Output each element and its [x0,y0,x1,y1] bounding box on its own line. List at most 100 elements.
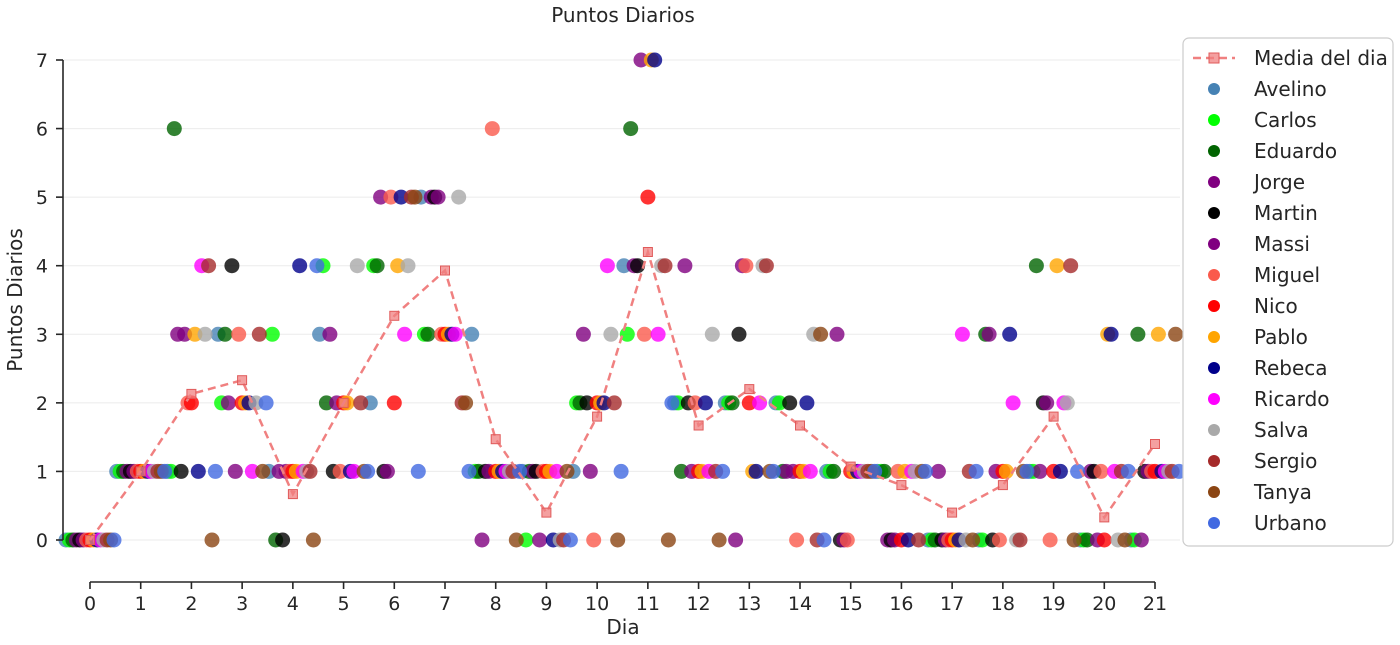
data-point [711,532,727,548]
x-tick-label: 5 [338,593,350,615]
legend-swatch [1208,424,1220,436]
mean-marker [237,375,248,386]
legend-label: Eduardo [1254,139,1337,163]
x-tick-label: 20 [1092,593,1116,615]
mean-marker [135,466,146,477]
data-point [647,52,663,68]
legend-swatch [1208,176,1220,188]
data-point [660,532,676,548]
legend-label: Avelino [1254,77,1327,101]
data-point [758,258,774,274]
y-tick-label: 4 [36,256,48,278]
y-tick-label: 3 [36,324,48,346]
data-point [464,326,480,342]
legend-swatch [1208,486,1220,498]
data-point [816,532,832,548]
legend-label: Rebeca [1254,356,1328,380]
data-point [373,189,389,205]
legend-swatch [1208,83,1220,95]
x-tick-label: 11 [636,593,660,615]
data-point [715,463,731,479]
data-point [599,258,615,274]
data-point [1012,532,1028,548]
legend-swatch [1208,238,1220,250]
data-point [633,52,649,68]
x-tick-label: 2 [185,593,197,615]
legend-label: Media del dia [1254,46,1388,70]
data-point [562,532,578,548]
data-point [630,258,646,274]
data-point [166,121,182,137]
data-point [603,326,619,342]
legend-label: Urbano [1254,511,1327,535]
data-point [309,258,325,274]
y-tick-label: 5 [36,187,48,209]
data-point [1070,463,1086,479]
data-point [1103,326,1119,342]
legend-label: Sergio [1254,449,1317,473]
data-point [420,326,436,342]
legend-label: Nico [1254,294,1298,318]
data-point [106,532,122,548]
data-point [255,463,271,479]
data-point [305,532,321,548]
data-point [991,532,1007,548]
data-point [1079,532,1095,548]
data-point [911,532,927,548]
mean-marker [642,247,653,257]
data-point [397,326,413,342]
data-point [332,463,348,479]
data-point [393,189,409,205]
x-tick-label: 18 [991,593,1015,615]
data-point [1120,463,1136,479]
data-point [623,121,639,137]
data-point [201,258,217,274]
data-point [430,189,446,205]
data-point [312,326,328,342]
legend-label: Martin [1254,201,1318,225]
data-point [379,463,395,479]
x-tick-label: 10 [585,593,609,615]
data-point [930,463,946,479]
data-point [458,395,474,411]
data-point [657,258,673,274]
data-point [728,532,744,548]
data-point [673,463,689,479]
data-point [650,326,666,342]
data-point [738,258,754,274]
mean-marker [693,420,704,431]
data-point [410,463,426,479]
data-point [1052,463,1068,479]
data-point [1168,326,1184,342]
data-point [217,326,233,342]
data-point [1002,326,1018,342]
legend-swatch [1208,300,1220,312]
legend-label: Carlos [1254,108,1317,132]
data-point [1042,532,1058,548]
legend-label: Tanya [1253,480,1312,504]
data-point [508,532,524,548]
data-point [1049,258,1065,274]
data-point [1130,326,1146,342]
data-point [981,326,997,342]
legend-swatch [1208,362,1220,374]
mean-marker [795,420,805,431]
x-tick-label: 15 [839,593,863,615]
legend-label: Pablo [1254,325,1308,349]
data-point [157,463,173,479]
data-point [596,395,612,411]
data-point [549,463,565,479]
data-point [369,258,385,274]
data-point [1039,395,1055,411]
x-tick-label: 6 [388,593,400,615]
data-point [1063,258,1079,274]
data-point [1059,395,1075,411]
x-tick-label: 9 [540,593,552,615]
data-point [224,258,240,274]
legend-swatch [1208,331,1220,343]
data-point [322,326,338,342]
data-point [474,532,490,548]
data-point [829,326,845,342]
data-point [318,395,334,411]
